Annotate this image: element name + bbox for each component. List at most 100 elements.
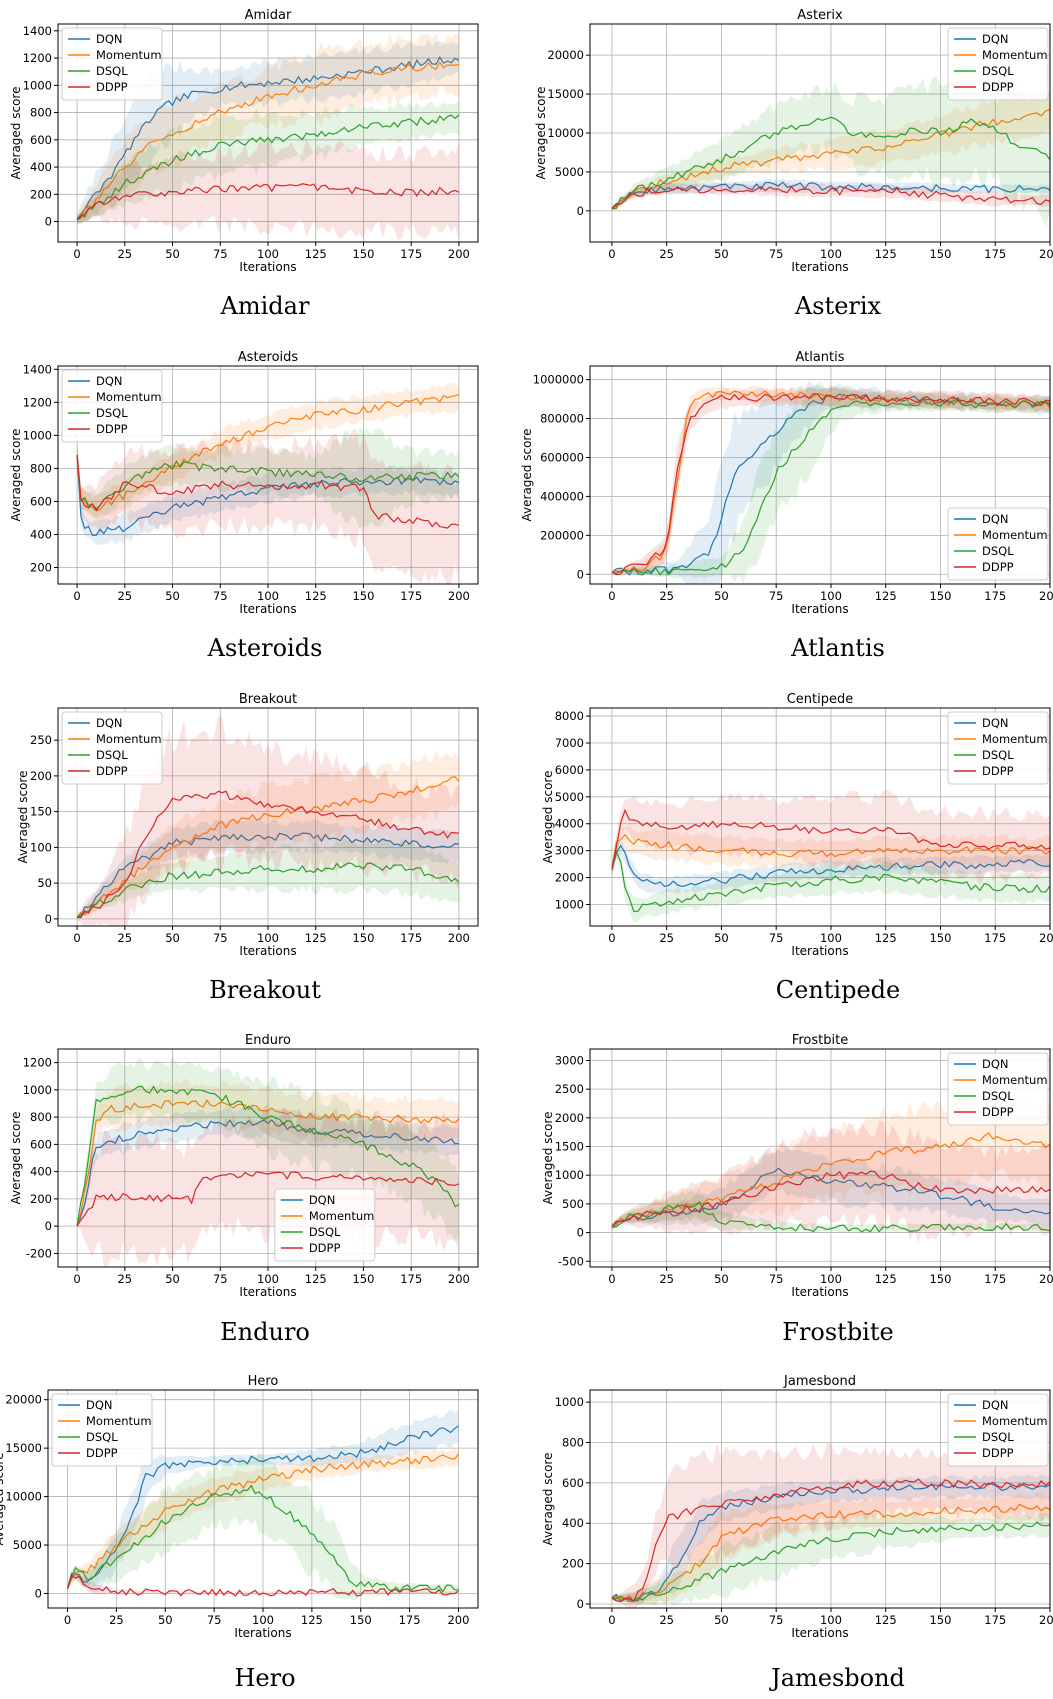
grid	[590, 1390, 1051, 1608]
y-tick-label: 0	[577, 567, 584, 581]
x-axis-label: Iterations	[791, 944, 848, 958]
x-tick-label: 25	[117, 931, 132, 945]
y-tick-label: 800	[30, 461, 52, 475]
plot-area	[611, 1443, 1050, 1608]
chart-title: Jamesbond	[783, 1374, 856, 1389]
series-line-momentum	[611, 833, 1050, 870]
x-tick-label: 75	[213, 1272, 228, 1286]
legend-label-dqn: DQN	[982, 1057, 1009, 1071]
series-line-ddpp	[611, 185, 1050, 209]
y-tick-label: 400	[562, 1516, 584, 1530]
x-tick-label: 0	[608, 247, 615, 261]
y-tick-label: 150	[30, 805, 52, 819]
legend-label-dqn: DQN	[982, 32, 1009, 46]
band-dsql	[611, 847, 1050, 923]
chart-panel-frostbite: Frostbite 0 25 50 75 100 125 150 175 200 -500 0 500 1…	[541, 1033, 1053, 1299]
x-tick-label: 175	[984, 247, 1006, 261]
x-tick-label: 25	[659, 931, 674, 945]
band-ddpp	[67, 1571, 459, 1595]
y-axis-label: Averaged score	[0, 1453, 6, 1546]
x-tick-label: 75	[213, 931, 228, 945]
x-tick-label: 200	[1039, 1613, 1053, 1627]
x-axis-label: Iterations	[791, 1626, 848, 1640]
y-tick-label: 10000	[547, 126, 584, 140]
y-axis-label: Averaged score	[9, 429, 23, 522]
chart-caption: Breakout	[209, 976, 321, 1004]
y-axis-label: Averaged score	[534, 87, 548, 180]
x-tick-label: 75	[213, 247, 228, 261]
legend-label-ddpp: DDPP	[86, 1446, 118, 1460]
band-dqn	[77, 39, 459, 225]
x-axis-label: Iterations	[239, 260, 296, 274]
band-dsql	[611, 1188, 1050, 1233]
chart-caption: Asterix	[794, 292, 882, 320]
chart-title: Centipede	[787, 692, 854, 707]
axes-frame	[589, 365, 1051, 585]
band-momentum	[77, 382, 459, 521]
plot-area	[76, 716, 460, 926]
band-ddpp	[77, 427, 459, 584]
chart-caption: Enduro	[220, 1318, 310, 1346]
x-tick-label: 175	[400, 589, 422, 603]
series-line-momentum	[76, 1099, 460, 1227]
y-tick-label: 200	[562, 1557, 584, 1571]
series-line-momentum	[611, 1132, 1050, 1228]
x-axis-label: Iterations	[791, 1285, 848, 1299]
legend-label-dsql: DSQL	[982, 1430, 1014, 1444]
legend-label-dqn: DQN	[96, 32, 123, 46]
series-line-ddpp	[76, 183, 460, 221]
chart-title: Asterix	[797, 8, 843, 23]
y-tick-label: 200	[30, 560, 52, 574]
y-tick-label: 200000	[540, 528, 584, 542]
y-tick-label: 400	[30, 160, 52, 174]
chart-caption: Amidar	[220, 292, 310, 320]
grid	[590, 708, 1051, 926]
y-tick-label: 0	[577, 1597, 584, 1611]
x-tick-label: 125	[301, 1613, 323, 1627]
series-line-momentum	[611, 390, 1050, 574]
series-line-dsql	[611, 1521, 1050, 1602]
chart-title: Enduro	[245, 1033, 291, 1048]
series-line-momentum	[77, 61, 459, 220]
legend-box	[947, 507, 1049, 581]
y-tick-label: 200	[30, 1192, 52, 1206]
x-tick-label: 75	[769, 589, 784, 603]
y-tick-label: 800	[30, 106, 52, 120]
legend-label-ddpp: DDPP	[982, 764, 1014, 778]
y-tick-label: 1000	[23, 428, 52, 442]
band-dqn	[67, 1409, 459, 1593]
y-tick-label: 1200	[23, 1056, 52, 1070]
legend: DQN Momentum DSQL DDPP	[274, 1188, 376, 1262]
series-line-dqn	[76, 832, 460, 918]
y-tick-label: 5000	[555, 165, 584, 179]
x-tick-label: 75	[213, 589, 228, 603]
y-tick-label: 5000	[555, 790, 584, 804]
band-ddpp	[77, 716, 459, 926]
x-tick-label: 75	[769, 1272, 784, 1286]
series-line-dqn	[611, 1482, 1050, 1603]
x-tick-label: 150	[929, 1272, 951, 1286]
y-axis-label: Averaged score	[9, 87, 23, 180]
legend-label-momentum: Momentum	[982, 48, 1048, 62]
chart-title: Frostbite	[792, 1033, 848, 1048]
legend-label-momentum: Momentum	[982, 1073, 1048, 1087]
x-tick-label: 25	[659, 247, 674, 261]
chart-panel-enduro: Enduro 0 25 50 75 100 125 150 175 200 -200 0 200 400 6…	[9, 1033, 479, 1299]
y-tick-label: 0	[45, 215, 52, 229]
legend-label-ddpp: DDPP	[982, 80, 1014, 94]
band-momentum	[611, 90, 1050, 211]
band-dqn	[77, 446, 459, 545]
y-tick-label: 400	[30, 1165, 52, 1179]
x-tick-label: 100	[820, 1272, 842, 1286]
x-tick-label: 0	[608, 1272, 615, 1286]
grid	[58, 708, 478, 926]
plot-area	[611, 790, 1050, 923]
chart-panel-asterix: Asterix 0 25 50 75 100 125 150 175 200 0 5000 10000 1…	[534, 8, 1053, 274]
band-dsql	[77, 101, 459, 224]
x-tick-label: 100	[257, 247, 279, 261]
series-line-dsql	[611, 849, 1050, 913]
legend-label-dqn: DQN	[96, 374, 123, 388]
x-tick-label: 150	[352, 931, 374, 945]
band-dsql	[77, 1056, 459, 1244]
chart-panel-jamesbond: Jamesbond 0 25 50 75 100 125 150 175 200 0 200 400 60…	[541, 1374, 1053, 1640]
